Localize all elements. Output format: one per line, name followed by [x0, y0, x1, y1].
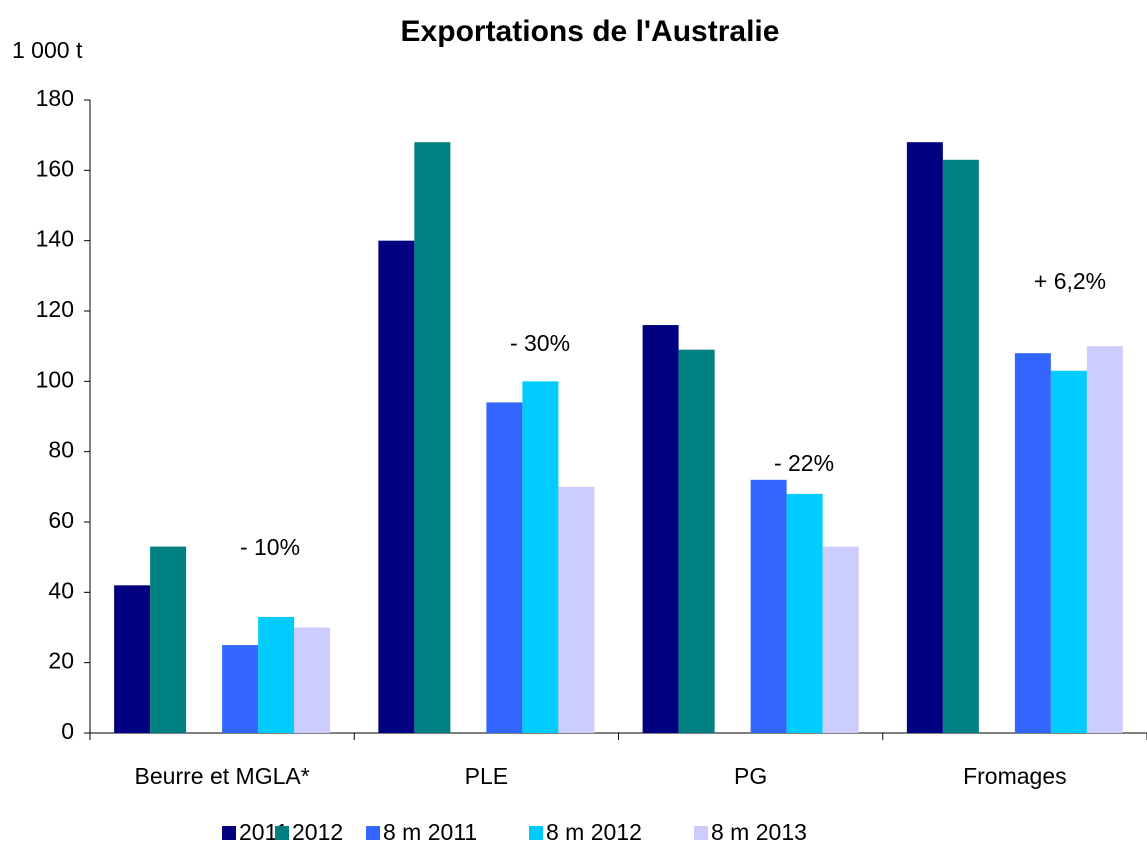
chart-title: Exportations de l'Australie — [401, 15, 780, 48]
bar — [1050, 370, 1087, 733]
legend-label: 8 m 2011 — [383, 819, 477, 845]
bar — [294, 627, 331, 733]
y-tick-label: 160 — [36, 155, 74, 181]
bar — [906, 142, 943, 733]
y-tick-label: 0 — [61, 718, 74, 744]
y-tick-label: 120 — [36, 296, 74, 322]
bar — [822, 546, 859, 733]
y-tick-label: 100 — [36, 366, 74, 392]
annotation: + 6,2% — [1034, 268, 1106, 294]
bar — [1014, 353, 1051, 733]
bar — [558, 486, 595, 733]
bar — [414, 142, 451, 733]
y-tick-label: 80 — [48, 437, 74, 463]
bar — [678, 349, 715, 733]
legend-swatch — [222, 826, 236, 840]
bar — [258, 616, 295, 733]
bar — [114, 585, 151, 733]
legend-swatch — [529, 826, 543, 840]
bar — [942, 159, 979, 734]
legend-label: 8 m 2013 — [711, 819, 807, 845]
y-tick-label: 20 — [48, 648, 74, 674]
legend-swatch — [694, 826, 708, 840]
legend-label: 2012 — [292, 819, 343, 845]
bar — [522, 381, 559, 733]
y-tick-label: 140 — [36, 226, 74, 252]
x-tick-label: Beurre et MGLA* — [135, 763, 310, 789]
bar — [222, 645, 259, 733]
bar — [750, 479, 787, 733]
bar — [786, 493, 823, 733]
legend-swatch — [366, 826, 380, 840]
bar — [378, 240, 415, 733]
y-tick-label: 60 — [48, 507, 74, 533]
annotation: - 10% — [240, 534, 300, 560]
x-tick-label: PG — [734, 763, 767, 789]
bar — [1086, 346, 1123, 733]
annotation: - 30% — [510, 330, 570, 356]
bar — [150, 546, 187, 733]
y-tick-label: 40 — [48, 577, 74, 603]
annotation: - 22% — [774, 450, 834, 476]
bar — [486, 402, 523, 733]
x-tick-label: Fromages — [963, 763, 1067, 789]
legend-swatch — [275, 826, 289, 840]
y-tick-label: 180 — [36, 85, 74, 111]
x-tick-label: PLE — [465, 763, 508, 789]
legend-label: 8 m 2012 — [546, 819, 642, 845]
y-axis-label: 1 000 t — [12, 37, 83, 63]
bar — [642, 325, 679, 733]
